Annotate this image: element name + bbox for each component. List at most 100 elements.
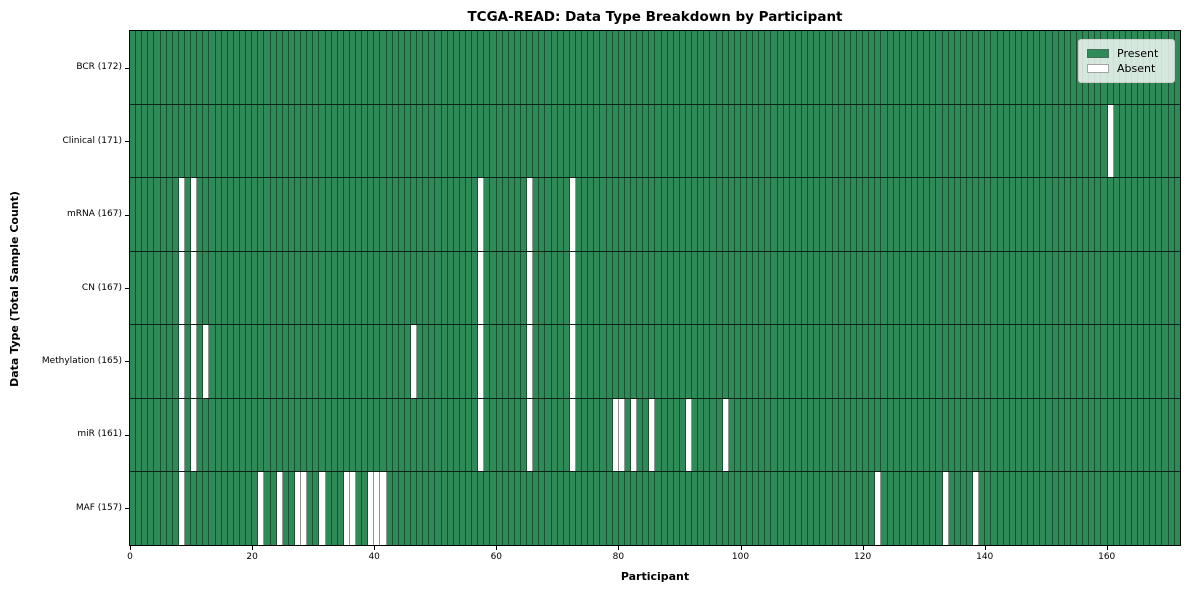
matrix-cell <box>569 398 576 472</box>
matrix-cell <box>973 178 980 251</box>
matrix-cell <box>1009 104 1016 178</box>
matrix-cell <box>1113 472 1120 546</box>
matrix-cell <box>1168 178 1175 251</box>
matrix-cell <box>594 178 601 251</box>
matrix-cell <box>539 325 546 398</box>
matrix-cell <box>484 251 491 325</box>
matrix-cell <box>301 104 308 178</box>
matrix-cell <box>783 325 790 398</box>
y-tick-mark <box>125 435 129 436</box>
matrix-cell <box>233 325 240 398</box>
x-tick-label: 40 <box>368 552 380 562</box>
matrix-cell <box>1131 251 1139 325</box>
matrix-cell <box>716 178 723 251</box>
matrix-cell <box>264 104 271 178</box>
matrix-cell <box>1101 251 1108 325</box>
matrix-cell <box>887 398 894 472</box>
matrix-cell <box>227 31 234 104</box>
matrix-cell <box>594 472 601 546</box>
matrix-cell <box>484 31 491 104</box>
matrix-cell <box>1040 251 1047 325</box>
matrix-cell <box>349 104 357 178</box>
matrix-cell <box>356 398 363 472</box>
matrix-cell <box>1009 398 1016 472</box>
matrix-cell <box>960 178 967 251</box>
matrix-cell <box>1113 325 1120 398</box>
matrix-cell <box>728 251 735 325</box>
matrix-cell <box>557 251 564 325</box>
matrix-cell <box>722 398 729 472</box>
matrix-cell <box>575 472 583 546</box>
matrix-cell <box>484 178 491 251</box>
matrix-cell <box>453 472 460 546</box>
matrix-cell <box>545 472 552 546</box>
matrix-cell <box>753 178 760 251</box>
matrix-cell <box>1058 325 1065 398</box>
matrix-cell <box>582 178 589 251</box>
matrix-cell <box>313 178 320 251</box>
matrix-cell <box>624 178 631 251</box>
matrix-cell <box>1046 31 1053 104</box>
matrix-cell <box>569 251 576 325</box>
matrix-cell <box>753 251 760 325</box>
matrix-cell <box>936 31 943 104</box>
matrix-cell <box>869 31 876 104</box>
matrix-cell <box>979 178 986 251</box>
matrix-cell <box>258 398 265 472</box>
matrix-cell <box>887 251 894 325</box>
matrix-cell <box>337 398 344 472</box>
matrix-cell <box>960 398 967 472</box>
matrix-cell <box>227 325 234 398</box>
matrix-cell <box>557 398 564 472</box>
matrix-cell <box>276 325 283 398</box>
matrix-cell <box>771 178 778 251</box>
x-tick-mark <box>130 546 131 550</box>
matrix-cell <box>1021 325 1029 398</box>
matrix-cell <box>918 472 925 546</box>
matrix-cell <box>893 31 900 104</box>
matrix-cell <box>1052 104 1059 178</box>
matrix-cell <box>294 31 302 104</box>
matrix-cell <box>820 325 827 398</box>
x-tick-label: 100 <box>731 552 750 562</box>
matrix-cell <box>985 398 992 472</box>
matrix-cell <box>203 178 210 251</box>
matrix-cell <box>649 472 656 546</box>
matrix-cell <box>575 251 583 325</box>
matrix-cell <box>1083 251 1090 325</box>
matrix-cell <box>930 325 937 398</box>
matrix-cell <box>594 398 601 472</box>
matrix-cell <box>1028 104 1035 178</box>
matrix-cell <box>166 104 173 178</box>
matrix-cell <box>618 251 625 325</box>
matrix-cell <box>942 325 949 398</box>
matrix-cell <box>722 31 729 104</box>
matrix-cell <box>1168 251 1175 325</box>
matrix-cell <box>704 251 711 325</box>
matrix-cell <box>734 398 741 472</box>
matrix-cell <box>667 398 674 472</box>
matrix-cell <box>814 104 821 178</box>
matrix-cell <box>1070 472 1077 546</box>
matrix-cell <box>374 178 381 251</box>
matrix-cell <box>545 104 552 178</box>
matrix-cell <box>765 104 772 178</box>
matrix-cell <box>172 398 179 472</box>
matrix-cell <box>789 104 796 178</box>
matrix-cell <box>472 31 479 104</box>
matrix-cell <box>753 398 760 472</box>
matrix-cell <box>936 178 943 251</box>
matrix-cell <box>728 398 735 472</box>
matrix-cell <box>698 398 705 472</box>
matrix-cell <box>899 398 906 472</box>
matrix-cell <box>765 178 772 251</box>
matrix-cell <box>857 325 864 398</box>
matrix-cell <box>1156 178 1163 251</box>
matrix-cell <box>789 178 796 251</box>
matrix-cell <box>582 472 589 546</box>
matrix-cell <box>936 398 943 472</box>
matrix-cell <box>508 104 515 178</box>
matrix-cell <box>600 325 607 398</box>
matrix-cell <box>514 325 521 398</box>
matrix-cell <box>716 31 723 104</box>
